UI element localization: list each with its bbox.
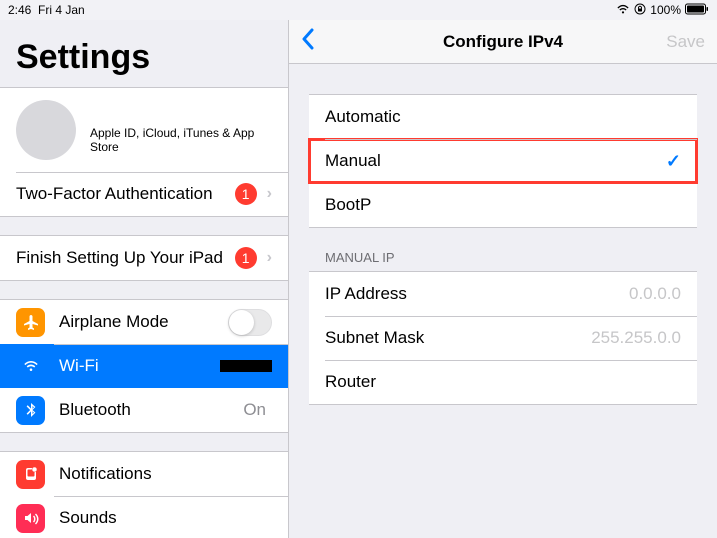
- wifi-icon: [616, 3, 630, 17]
- settings-title: Settings: [0, 20, 288, 87]
- badge-icon: 1: [235, 247, 257, 269]
- option-automatic[interactable]: Automatic: [309, 95, 697, 139]
- wifi-row[interactable]: Wi-Fi: [0, 344, 288, 388]
- apple-id-row[interactable]: Apple ID, iCloud, iTunes & App Store: [0, 88, 288, 172]
- settings-sidebar: Settings Apple ID, iCloud, iTunes & App …: [0, 20, 289, 538]
- option-manual[interactable]: Manual ✓: [309, 139, 697, 183]
- ip-address-row[interactable]: IP Address 0.0.0.0: [309, 272, 697, 316]
- status-right: 100%: [616, 3, 709, 18]
- chevron-right-icon: ›: [267, 185, 272, 203]
- orientation-lock-icon: [634, 3, 646, 18]
- badge-icon: 1: [235, 183, 257, 205]
- back-button[interactable]: [301, 28, 314, 55]
- ip-address-value: 0.0.0.0: [629, 284, 681, 304]
- wifi-network-name-redacted: [220, 360, 272, 372]
- bluetooth-icon: [16, 396, 45, 425]
- chevron-right-icon: ›: [267, 249, 272, 267]
- sounds-row[interactable]: Sounds: [0, 496, 288, 538]
- notifications-row[interactable]: Notifications: [0, 452, 288, 496]
- battery-icon: [685, 3, 709, 18]
- save-button[interactable]: Save: [666, 32, 705, 52]
- option-bootp[interactable]: BootP: [309, 183, 697, 227]
- detail-pane: Configure IPv4 Save Automatic Manual ✓ B…: [289, 20, 717, 538]
- airplane-toggle[interactable]: [228, 309, 272, 336]
- checkmark-icon: ✓: [666, 151, 681, 172]
- sounds-icon: [16, 504, 45, 533]
- airplane-mode-row[interactable]: Airplane Mode: [0, 300, 288, 344]
- battery-percent: 100%: [650, 3, 681, 17]
- two-factor-row[interactable]: Two-Factor Authentication 1 ›: [0, 172, 288, 216]
- apple-id-avatar: [16, 100, 76, 160]
- subnet-mask-row[interactable]: Subnet Mask 255.255.0.0: [309, 316, 697, 360]
- wifi-settings-icon: [16, 352, 45, 381]
- nav-bar: Configure IPv4 Save: [289, 20, 717, 64]
- bluetooth-value: On: [243, 400, 266, 420]
- apple-id-subtitle: Apple ID, iCloud, iTunes & App Store: [90, 106, 272, 154]
- status-bar: 2:46 Fri 4 Jan 100%: [0, 0, 717, 20]
- bluetooth-row[interactable]: Bluetooth On: [0, 388, 288, 432]
- nav-title: Configure IPv4: [443, 32, 563, 52]
- status-time-date: 2:46 Fri 4 Jan: [8, 3, 85, 17]
- notifications-icon: [16, 460, 45, 489]
- subnet-mask-value: 255.255.0.0: [591, 328, 681, 348]
- router-row[interactable]: Router: [309, 360, 697, 404]
- finish-setup-row[interactable]: Finish Setting Up Your iPad 1 ›: [0, 236, 288, 280]
- airplane-icon: [16, 308, 45, 337]
- manual-ip-header: MANUAL IP: [289, 228, 717, 271]
